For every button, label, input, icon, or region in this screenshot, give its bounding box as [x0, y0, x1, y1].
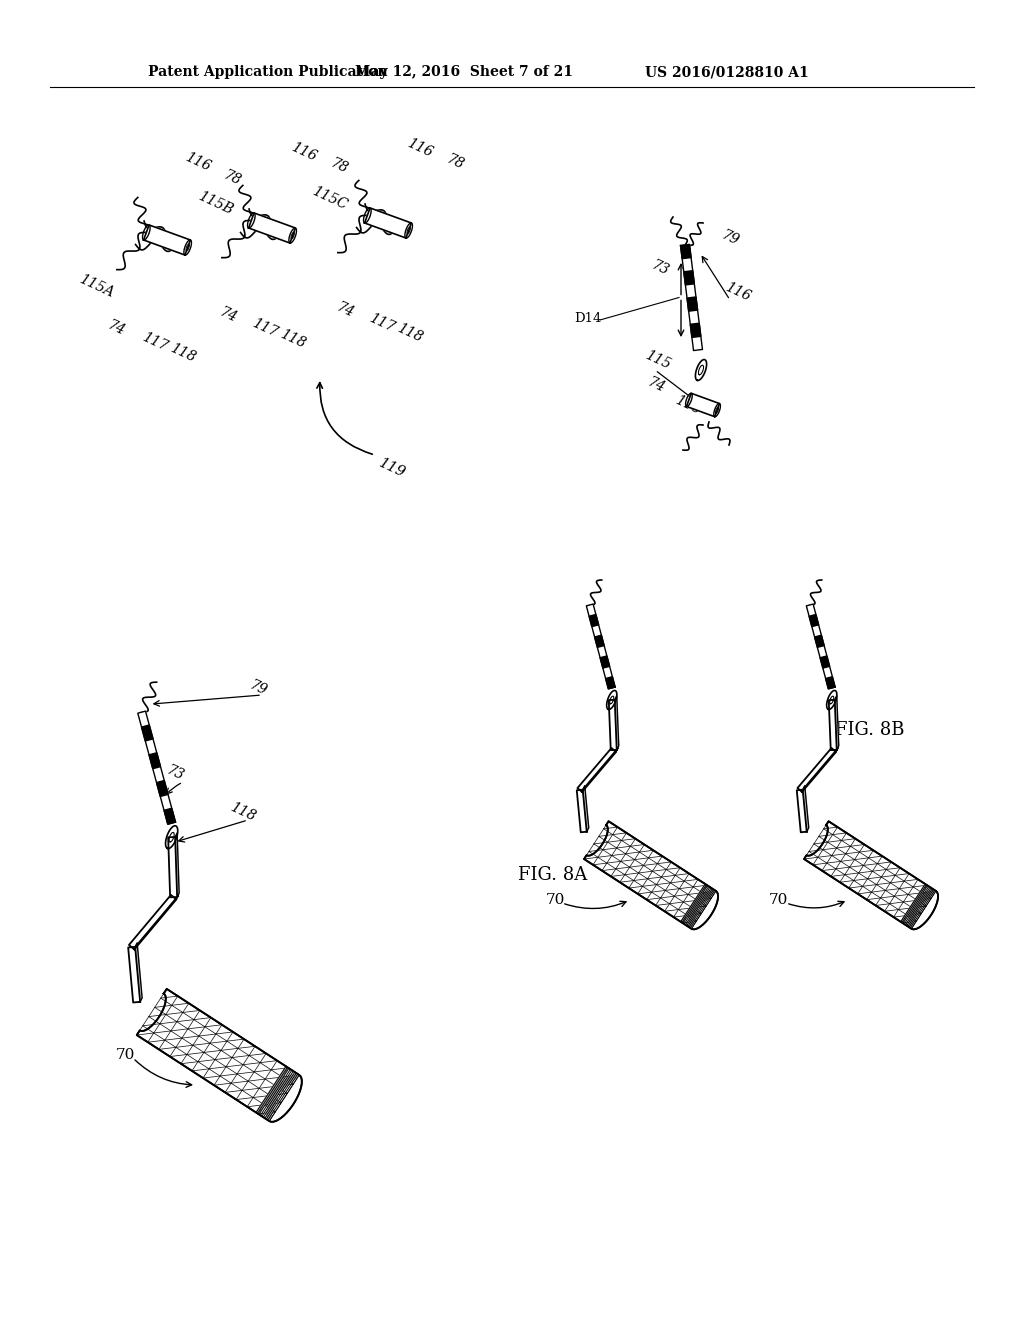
Polygon shape	[249, 213, 295, 243]
Polygon shape	[134, 895, 178, 949]
Text: 119: 119	[377, 455, 408, 480]
Polygon shape	[835, 696, 839, 750]
Polygon shape	[135, 942, 142, 1002]
Polygon shape	[681, 884, 716, 929]
Polygon shape	[583, 785, 589, 832]
Text: D14: D14	[574, 312, 602, 325]
Polygon shape	[714, 404, 721, 417]
Polygon shape	[365, 209, 412, 238]
Text: 117: 117	[367, 312, 397, 335]
Polygon shape	[681, 244, 702, 351]
Polygon shape	[137, 989, 302, 1122]
Polygon shape	[802, 748, 838, 792]
Text: 74: 74	[217, 305, 239, 325]
Polygon shape	[614, 696, 618, 750]
Polygon shape	[141, 725, 153, 741]
Polygon shape	[901, 884, 936, 929]
Polygon shape	[684, 271, 694, 285]
Polygon shape	[681, 244, 691, 259]
Text: FIG. 8B: FIG. 8B	[836, 721, 905, 739]
Polygon shape	[175, 833, 179, 898]
Polygon shape	[129, 895, 176, 949]
Text: 118: 118	[395, 321, 425, 345]
Polygon shape	[256, 1067, 299, 1121]
Polygon shape	[289, 228, 297, 243]
Text: 116: 116	[404, 136, 435, 160]
Text: 118: 118	[168, 341, 198, 364]
Polygon shape	[166, 826, 178, 849]
Polygon shape	[820, 656, 829, 668]
Polygon shape	[168, 837, 177, 898]
Text: 118: 118	[673, 393, 703, 417]
Polygon shape	[584, 821, 718, 929]
Text: 117: 117	[250, 315, 280, 341]
Text: 70: 70	[546, 894, 564, 907]
Text: 118: 118	[278, 327, 308, 351]
Polygon shape	[600, 656, 609, 668]
Polygon shape	[128, 946, 140, 1002]
Text: 74: 74	[105, 318, 127, 338]
Polygon shape	[150, 752, 161, 768]
Text: US 2016/0128810 A1: US 2016/0128810 A1	[645, 65, 809, 79]
Polygon shape	[143, 224, 190, 255]
Text: 70: 70	[768, 894, 787, 907]
Polygon shape	[608, 700, 616, 750]
Text: Patent Application Publication: Patent Application Publication	[148, 65, 388, 79]
Text: 78: 78	[221, 168, 243, 187]
Polygon shape	[828, 700, 837, 750]
Text: 74: 74	[645, 375, 667, 395]
Text: 115: 115	[643, 348, 673, 372]
Text: May 12, 2016  Sheet 7 of 21: May 12, 2016 Sheet 7 of 21	[355, 65, 573, 79]
Polygon shape	[815, 635, 824, 647]
Polygon shape	[595, 635, 604, 647]
Text: 116: 116	[183, 150, 213, 174]
Polygon shape	[803, 785, 809, 832]
Text: 117: 117	[140, 330, 170, 354]
Polygon shape	[164, 808, 175, 824]
Polygon shape	[606, 690, 616, 709]
Polygon shape	[138, 711, 175, 824]
Polygon shape	[578, 748, 616, 792]
Polygon shape	[806, 605, 836, 689]
Text: 70: 70	[116, 1048, 135, 1063]
Text: 115C: 115C	[310, 183, 350, 213]
Text: 73: 73	[649, 257, 671, 279]
Polygon shape	[404, 223, 413, 238]
Polygon shape	[809, 614, 818, 627]
Polygon shape	[157, 780, 168, 796]
Text: 116: 116	[723, 280, 753, 304]
Polygon shape	[825, 677, 836, 689]
Polygon shape	[577, 789, 587, 832]
Polygon shape	[687, 297, 697, 312]
Polygon shape	[690, 323, 700, 338]
Text: 78: 78	[328, 156, 350, 176]
Text: 78: 78	[444, 152, 466, 172]
Polygon shape	[797, 789, 807, 832]
Text: FIG. 8A: FIG. 8A	[518, 866, 588, 884]
Polygon shape	[826, 690, 837, 709]
Text: 73: 73	[164, 763, 186, 783]
Text: 79: 79	[719, 228, 741, 248]
Polygon shape	[605, 677, 615, 689]
Text: 79: 79	[247, 678, 269, 698]
Polygon shape	[686, 393, 720, 417]
Polygon shape	[587, 605, 615, 689]
Polygon shape	[589, 614, 599, 627]
Polygon shape	[695, 359, 707, 380]
Text: 118: 118	[228, 800, 258, 824]
Text: 116: 116	[289, 140, 319, 164]
Text: 115B: 115B	[196, 189, 234, 216]
Polygon shape	[582, 748, 618, 792]
Polygon shape	[798, 748, 836, 792]
Polygon shape	[804, 821, 938, 929]
Polygon shape	[184, 240, 191, 255]
Text: 115A: 115A	[77, 272, 116, 300]
Text: 74: 74	[334, 300, 356, 319]
